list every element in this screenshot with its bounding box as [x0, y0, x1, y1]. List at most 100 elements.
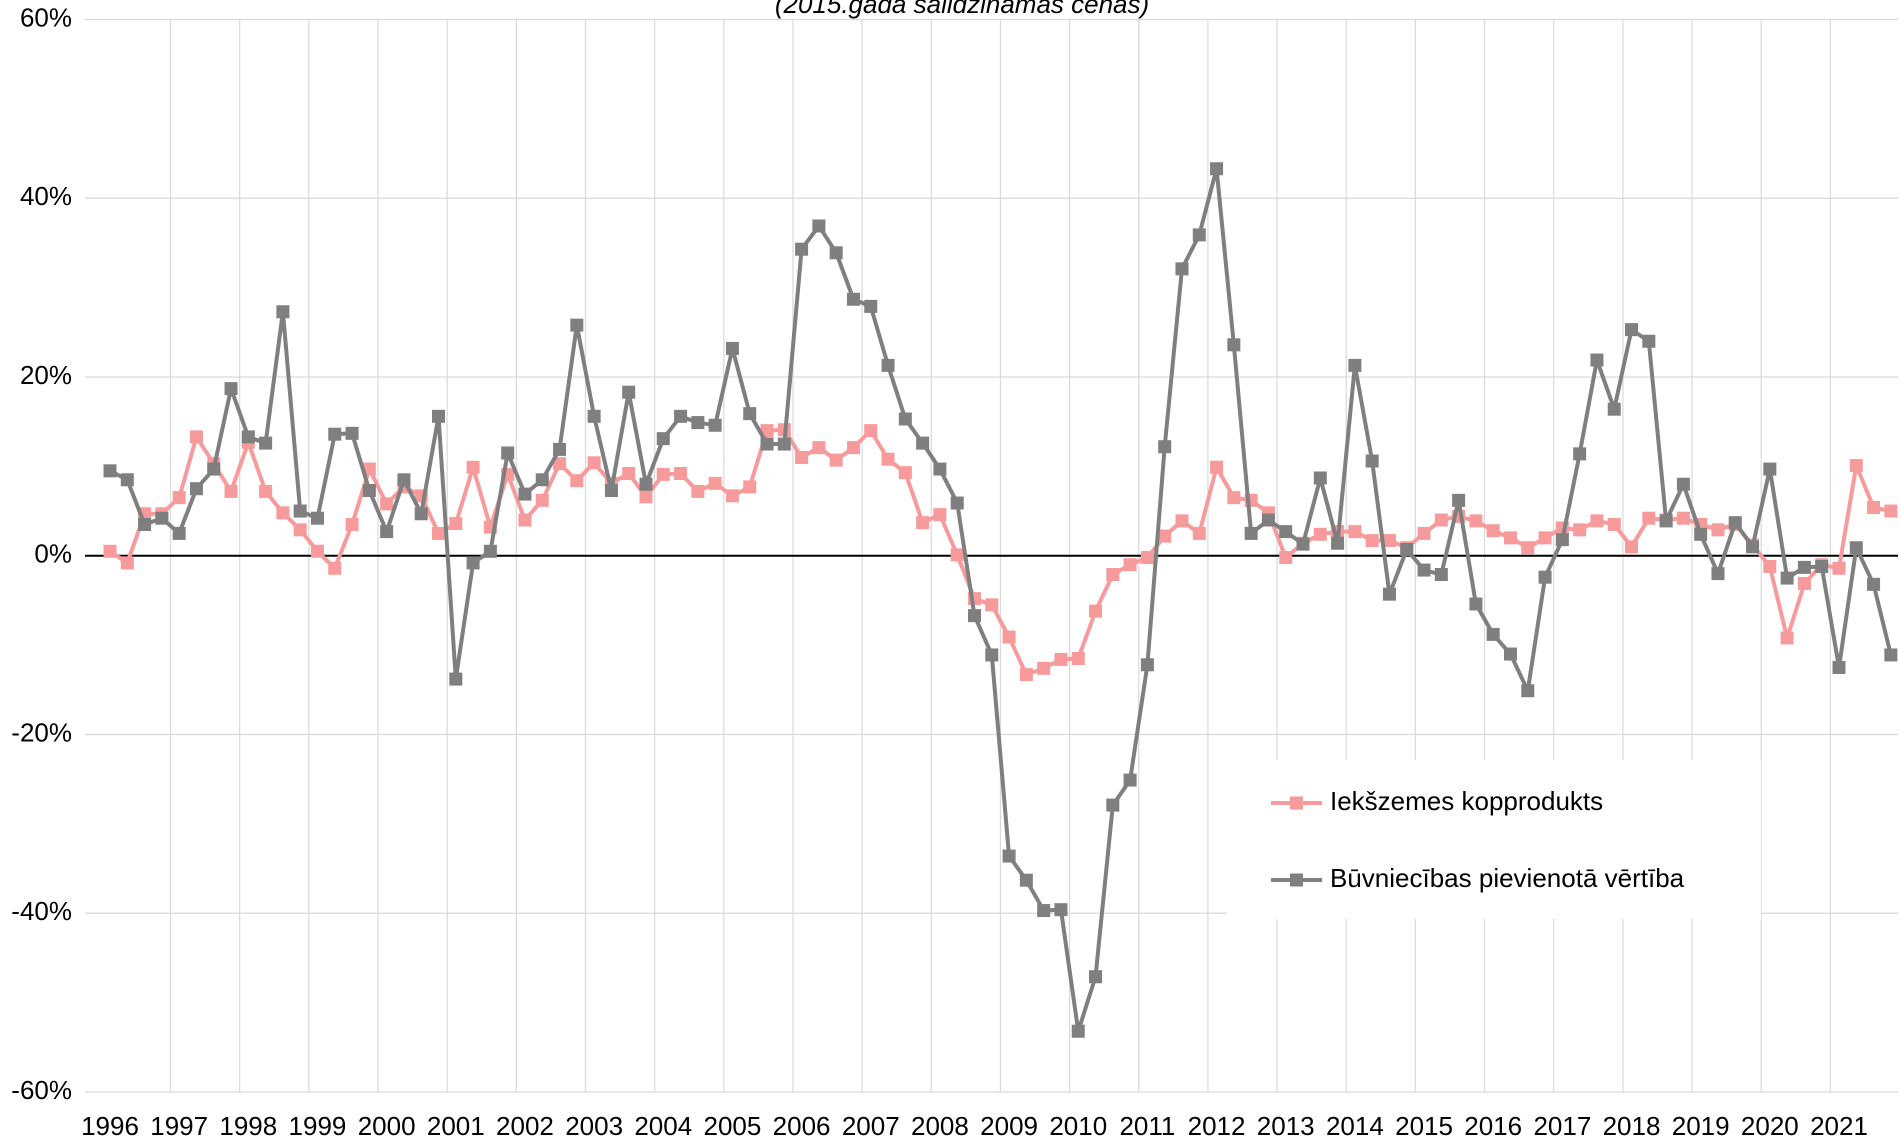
y-tick-label: 20% [20, 360, 72, 390]
data-point [760, 424, 774, 438]
data-point [1867, 577, 1881, 591]
data-point [622, 467, 636, 481]
data-point [293, 504, 307, 518]
data-point [1815, 559, 1829, 573]
data-point [432, 526, 446, 540]
data-point [189, 430, 203, 444]
data-point [449, 672, 463, 686]
data-point [725, 341, 739, 355]
data-point [864, 299, 878, 313]
y-tick-label: -60% [11, 1075, 72, 1105]
data-point [1175, 262, 1189, 276]
data-point [466, 460, 480, 474]
x-tick-label: 2014 [1326, 1111, 1384, 1141]
data-point [656, 432, 670, 446]
x-tick-label: 2004 [634, 1111, 692, 1141]
data-point [1711, 523, 1725, 537]
data-point [432, 409, 446, 423]
data-point [743, 407, 757, 421]
data-point [1313, 527, 1327, 541]
data-point [1884, 648, 1898, 662]
data-point [1849, 541, 1863, 555]
data-point [535, 493, 549, 507]
x-tick-label: 2008 [911, 1111, 969, 1141]
x-tick-label: 2011 [1119, 1111, 1175, 1141]
data-point [1175, 514, 1189, 528]
x-tick-label: 2020 [1741, 1111, 1799, 1141]
data-point [639, 490, 653, 504]
data-point [1521, 684, 1535, 698]
data-point [795, 450, 809, 464]
data-point [259, 436, 273, 450]
data-point [1192, 526, 1206, 540]
data-point [103, 464, 117, 478]
data-point [881, 452, 895, 466]
data-point [172, 526, 186, 540]
data-point [1780, 631, 1794, 645]
x-tick-label: 2006 [773, 1111, 831, 1141]
data-point [518, 513, 532, 527]
data-point [674, 467, 688, 481]
data-point [846, 441, 860, 455]
data-point [1694, 527, 1708, 541]
data-point [1365, 534, 1379, 548]
x-tick-label: 2016 [1464, 1111, 1522, 1141]
data-point [708, 476, 722, 490]
data-point [1365, 454, 1379, 468]
data-point [1434, 513, 1448, 527]
data-point [1832, 660, 1846, 674]
data-point [276, 506, 290, 520]
x-tick-label: 1999 [289, 1111, 347, 1141]
data-point [1210, 162, 1224, 176]
x-tick-label: 2018 [1603, 1111, 1661, 1141]
data-point [380, 525, 394, 539]
x-tick-label: 2009 [980, 1111, 1038, 1141]
data-point [829, 453, 843, 467]
data-point [449, 517, 463, 531]
data-point [553, 442, 567, 456]
x-tick-label: 1996 [81, 1111, 139, 1141]
data-point [1590, 353, 1604, 367]
data-point [708, 418, 722, 432]
y-tick-label: -20% [11, 717, 72, 747]
legend-marker [1290, 796, 1303, 810]
data-point [760, 437, 774, 451]
data-point [1071, 652, 1085, 666]
data-point [345, 517, 359, 531]
data-point [570, 318, 584, 332]
data-point [1486, 524, 1500, 538]
data-point [604, 484, 618, 498]
data-point [1573, 523, 1587, 537]
data-point [224, 382, 238, 396]
data-point [743, 480, 757, 494]
data-point [328, 427, 342, 441]
data-point [622, 385, 636, 399]
data-point [1521, 541, 1535, 555]
data-point [518, 487, 532, 501]
data-point [138, 517, 152, 531]
x-tick-label: 2000 [358, 1111, 416, 1141]
data-point [345, 426, 359, 440]
data-point [380, 497, 394, 511]
data-point [1037, 904, 1051, 918]
legend-box [1227, 760, 1761, 919]
data-point [310, 511, 324, 525]
data-point [120, 556, 134, 570]
data-point [968, 609, 981, 623]
data-point [1469, 514, 1483, 528]
data-point [1417, 563, 1431, 577]
x-tick-label: 2017 [1533, 1111, 1591, 1141]
legend-label: Būvniecības pievienotā vērtība [1330, 863, 1685, 893]
data-point [1486, 627, 1500, 641]
data-point [985, 648, 999, 662]
data-point [1867, 500, 1881, 514]
data-point [1676, 477, 1690, 491]
data-point [259, 484, 273, 498]
data-point [397, 473, 411, 487]
data-point [1832, 561, 1846, 575]
data-point [1849, 458, 1863, 472]
x-tick-label: 2005 [704, 1111, 762, 1141]
data-point [691, 484, 705, 498]
